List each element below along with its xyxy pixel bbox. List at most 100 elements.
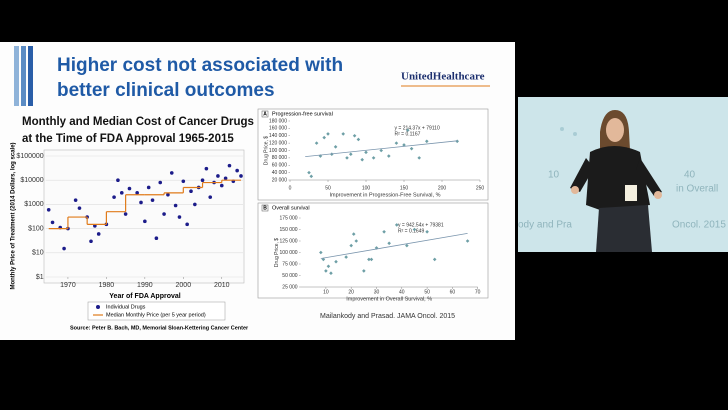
point (345, 156, 349, 160)
point (208, 195, 213, 199)
point (46, 207, 51, 212)
y-tick-label: 140 000 (269, 133, 287, 139)
point (216, 174, 220, 178)
point (379, 148, 383, 153)
y-tick-label: 50 000 (282, 273, 298, 279)
point (96, 232, 101, 236)
point (344, 255, 348, 259)
point (189, 189, 193, 194)
point (50, 220, 55, 225)
annotation: y = 214.37x + 79110 (395, 125, 440, 131)
y-tick-label: 180 000 (269, 118, 287, 124)
point (406, 128, 410, 133)
point (425, 230, 429, 234)
point (367, 257, 371, 262)
x-tick-label: 50 (325, 185, 331, 191)
point (235, 168, 239, 173)
point (356, 137, 361, 142)
point (326, 132, 330, 136)
point (219, 183, 224, 188)
arm (570, 158, 594, 192)
point (204, 166, 209, 171)
point (369, 257, 374, 262)
legend-label: Individual Drugs (106, 304, 146, 310)
point (405, 243, 409, 248)
point (322, 135, 326, 140)
x-axis-label: Improvement in Overall Survival, % (346, 296, 432, 302)
point (409, 146, 414, 151)
point (354, 239, 359, 243)
y-tick-label: 20 000 (272, 177, 288, 183)
x-tick-label: 20 (348, 289, 354, 295)
plot-frame (257, 108, 489, 201)
faint-dot (560, 127, 564, 131)
x-tick-label: 10 (323, 289, 329, 295)
logo-stripe (28, 46, 33, 106)
point (314, 141, 319, 145)
point (112, 195, 116, 199)
y-tick-label: 40 000 (272, 170, 288, 176)
faint-text: 40 (684, 170, 696, 181)
y-tick-label: 100 000 (280, 250, 298, 256)
point (352, 133, 357, 138)
point (351, 232, 356, 236)
y-tick-label: $1000 (24, 201, 44, 208)
point (139, 200, 143, 205)
point (387, 241, 391, 246)
y-tick-label: 80 000 (272, 155, 288, 161)
point (73, 198, 78, 202)
point (309, 174, 314, 179)
x-tick-label: 50 (424, 289, 430, 295)
y-axis-label: Monthly Price of Treatment (2014 Dollars… (11, 142, 17, 289)
point (123, 212, 128, 216)
point (364, 150, 368, 155)
point (341, 132, 345, 136)
x-tick-label: 0 (289, 185, 292, 191)
point (360, 157, 364, 162)
point (371, 156, 376, 160)
faint-text: Oncol. 2015 (672, 220, 726, 231)
point (394, 223, 399, 227)
point (158, 180, 163, 185)
point (334, 259, 338, 264)
y-axis-label: Drug Price, $ (274, 238, 280, 267)
faint-text: 10 (548, 170, 560, 181)
y-tick-label: $100 (28, 225, 44, 232)
point (135, 191, 139, 195)
trend-line (320, 232, 468, 259)
point (362, 269, 366, 273)
x-tick-label: 2010 (214, 282, 230, 289)
x-axis-label: Improvement in Progression-Free Survival… (330, 192, 441, 198)
point (417, 156, 421, 160)
y-tick-label: 160 000 (269, 126, 287, 132)
x-tick-label: 1970 (60, 282, 76, 289)
point (154, 236, 159, 241)
source: Source: Peter B. Bach, MD, Memorial Sloa… (70, 325, 249, 331)
point (349, 243, 353, 248)
point (239, 174, 243, 178)
x-tick-label: 2000 (176, 282, 192, 289)
point (227, 163, 232, 168)
point (146, 185, 151, 190)
point (455, 139, 459, 144)
panel-label: A (263, 111, 267, 117)
point (143, 219, 147, 224)
x-tick-label: 1980 (99, 282, 115, 289)
y-tick-label: 75 000 (282, 261, 298, 267)
x-tick-label: 60 (450, 289, 456, 295)
slide-title: Higher cost not associated with (57, 55, 343, 76)
point (127, 186, 132, 191)
point (173, 203, 178, 208)
annotation: R² = 0.1167 (395, 131, 421, 137)
hand (654, 191, 662, 199)
point (150, 198, 155, 202)
point (177, 215, 182, 219)
point (329, 271, 333, 275)
face (606, 118, 624, 142)
trend-line (305, 140, 458, 158)
panel-title: Progression-free survival (272, 111, 333, 117)
point (89, 239, 93, 244)
point (465, 239, 470, 243)
point (162, 212, 166, 216)
